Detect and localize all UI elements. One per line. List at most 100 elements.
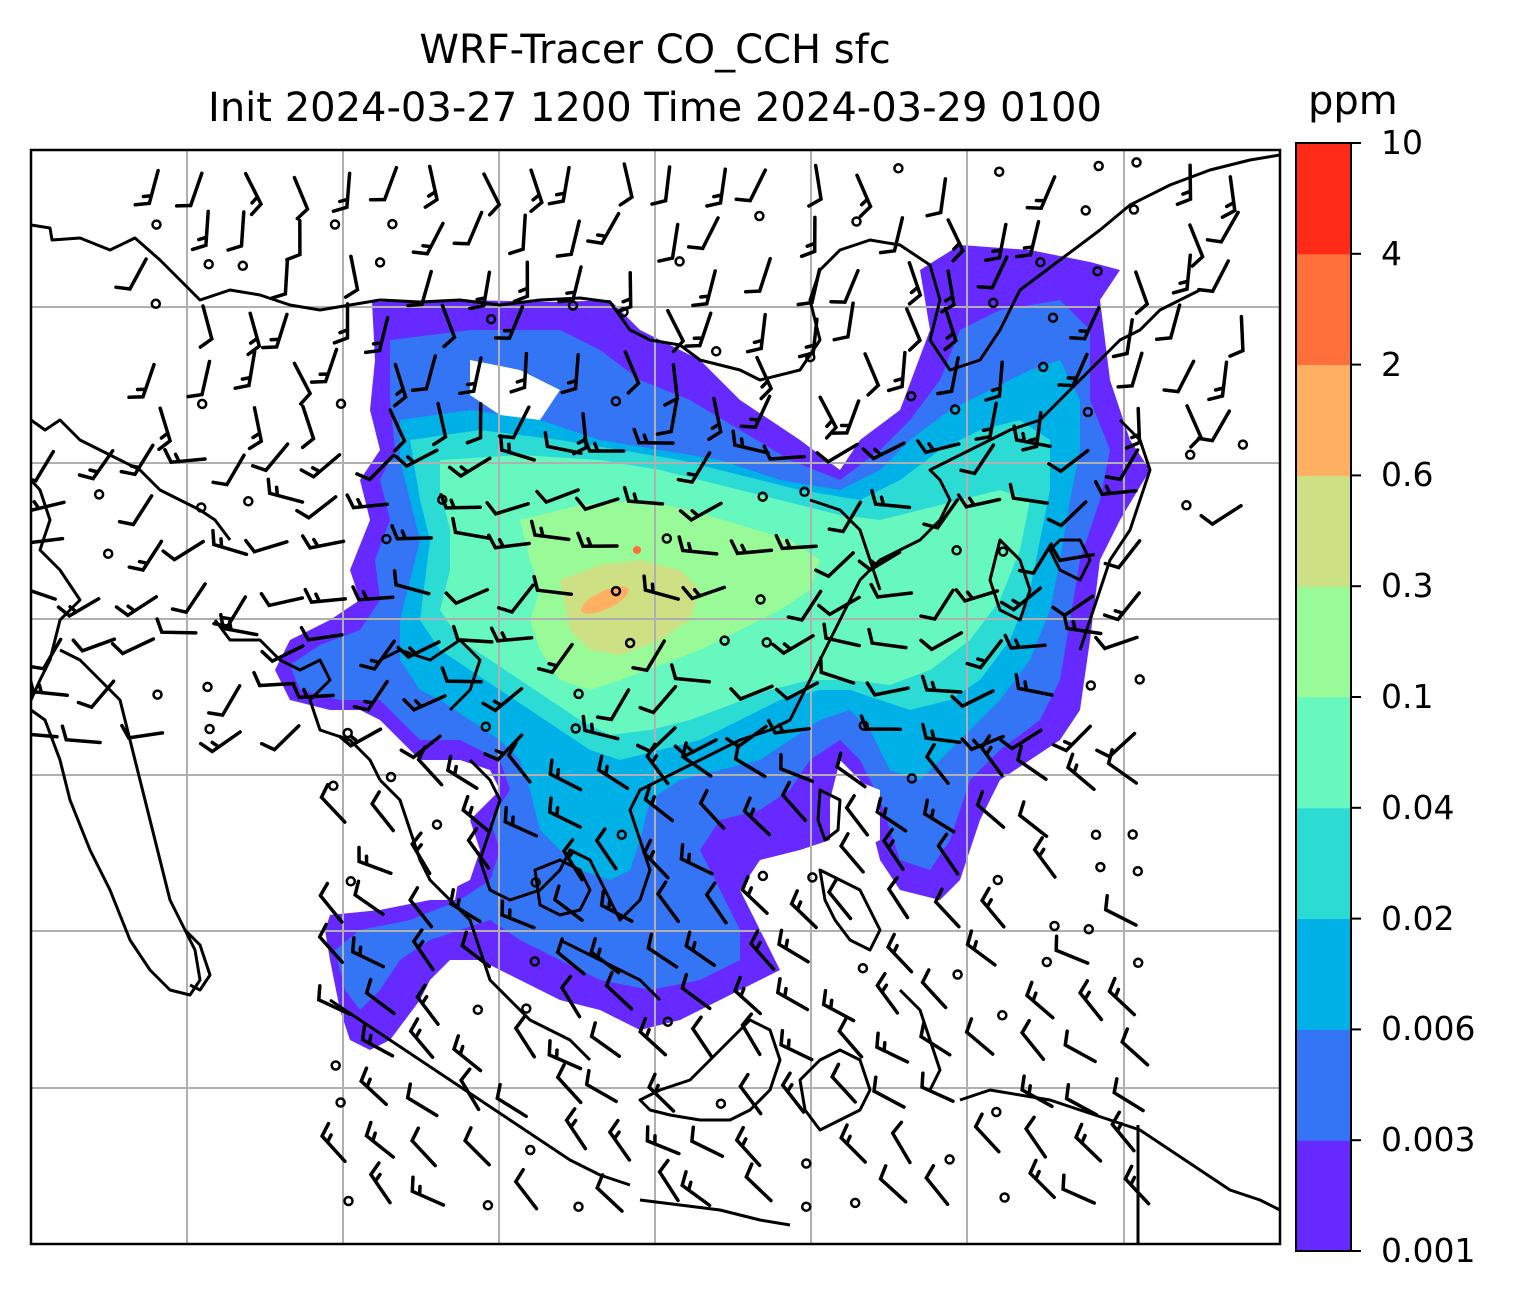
wind-barb (1057, 352, 1089, 388)
wind-barb (353, 879, 385, 917)
calm-wind-circle (243, 496, 254, 507)
wind-barb (867, 627, 908, 650)
wind-barb (536, 642, 574, 675)
wind-barb (552, 884, 584, 922)
wind-barb (844, 794, 870, 837)
wind-barb (445, 754, 479, 790)
wind-barb (865, 681, 910, 697)
wind-barb (76, 679, 116, 710)
wind-barb (207, 684, 242, 718)
wind-barb (646, 932, 679, 969)
wind-barb (734, 168, 768, 203)
wind-barb (350, 936, 386, 969)
colorbar-tick-label: 10 (1381, 123, 1423, 162)
colorbar-segment (1296, 586, 1351, 698)
calm-wind-circle (431, 819, 443, 830)
wind-barb (548, 758, 583, 792)
wind-barb (402, 694, 447, 712)
wind-barb (680, 741, 713, 778)
calm-wind-circle (1080, 205, 1091, 216)
wind-barb (399, 734, 442, 760)
wind-barb (922, 798, 956, 834)
wind-barb (190, 209, 210, 252)
wind-barb (250, 442, 290, 473)
wind-barb (920, 1071, 955, 1103)
wind-barb (31, 449, 56, 483)
wind-barb (423, 164, 439, 209)
wind-barb (999, 586, 1043, 612)
colorbar-segment (1296, 364, 1351, 476)
wind-barb (946, 218, 966, 263)
wind-barb (360, 1024, 395, 1058)
wind-barb (837, 1017, 864, 1059)
wind-barb (1220, 175, 1237, 219)
wind-barb (878, 216, 905, 255)
wind-barb (814, 551, 855, 579)
calm-wind-circle (1237, 439, 1249, 450)
calm-wind-circle (202, 681, 213, 693)
calm-wind-circle (342, 727, 353, 739)
wind-barb (481, 686, 524, 713)
wind-barb (680, 972, 712, 1011)
calm-wind-circle (610, 585, 622, 597)
wind-barb (359, 639, 396, 671)
wind-barb (317, 922, 345, 965)
calm-wind-circle (237, 260, 249, 272)
wind-barb (774, 533, 818, 551)
wind-barb (673, 738, 718, 758)
wind-barb (114, 595, 159, 618)
wind-barb (1028, 1158, 1056, 1200)
wind-barb (755, 355, 774, 401)
wind-barb (1017, 542, 1053, 576)
wind-barb (410, 354, 438, 392)
calm-wind-circle (949, 404, 961, 415)
wind-barb (933, 887, 961, 929)
wind-barb (408, 1017, 435, 1059)
calm-wind-circle (330, 1060, 341, 1071)
calm-wind-circle (715, 1098, 727, 1109)
wind-barb (855, 173, 873, 219)
calm-wind-circle (203, 258, 214, 270)
calm-wind-circle (624, 637, 636, 649)
wind-barb (485, 500, 530, 516)
wind-barb (919, 1021, 952, 1057)
wind-barb (292, 175, 310, 221)
wind-barb (979, 886, 1006, 929)
wind-barb (133, 168, 160, 207)
calm-wind-circle (1082, 406, 1094, 418)
calm-wind-circle (329, 219, 341, 230)
calm-wind-circle (1049, 920, 1060, 932)
wind-barb (440, 666, 483, 684)
wind-barb (1197, 259, 1231, 294)
colorbar-segment (1296, 697, 1351, 809)
colorbar-tick-label: 4 (1381, 233, 1402, 273)
calm-wind-circle (343, 1195, 354, 1207)
chart-title-line-1: WRF-Tracer CO_CCH sfc (419, 27, 891, 73)
wind-barb (657, 1158, 680, 1203)
wind-barb (561, 838, 584, 882)
calm-wind-circle (570, 723, 581, 734)
wind-barb (964, 1017, 995, 1056)
wind-barb (127, 539, 164, 572)
calm-wind-circle (1092, 265, 1103, 277)
wind-barb (114, 257, 148, 291)
wind-barb (432, 401, 448, 447)
wind-barb (1106, 748, 1139, 785)
wind-barb (513, 1167, 539, 1211)
wind-barb (60, 724, 102, 745)
colorbar-tick-label: 0.003 (1381, 1120, 1476, 1160)
wind-barb (343, 254, 360, 299)
calm-wind-circle (905, 390, 917, 402)
wind-barb (1054, 934, 1090, 965)
wind-barb (1017, 800, 1049, 838)
wind-barb (881, 827, 905, 871)
wind-barb (1134, 270, 1150, 315)
wind-barb (291, 682, 335, 700)
wind-barb (698, 788, 726, 830)
wind-barb (1015, 744, 1048, 781)
wind-barb (859, 714, 903, 731)
wind-barb (645, 1125, 681, 1156)
calm-wind-circle (857, 962, 869, 974)
colorbar-segment (1296, 253, 1351, 366)
colorbar-tick-label: 0.6 (1381, 455, 1434, 495)
